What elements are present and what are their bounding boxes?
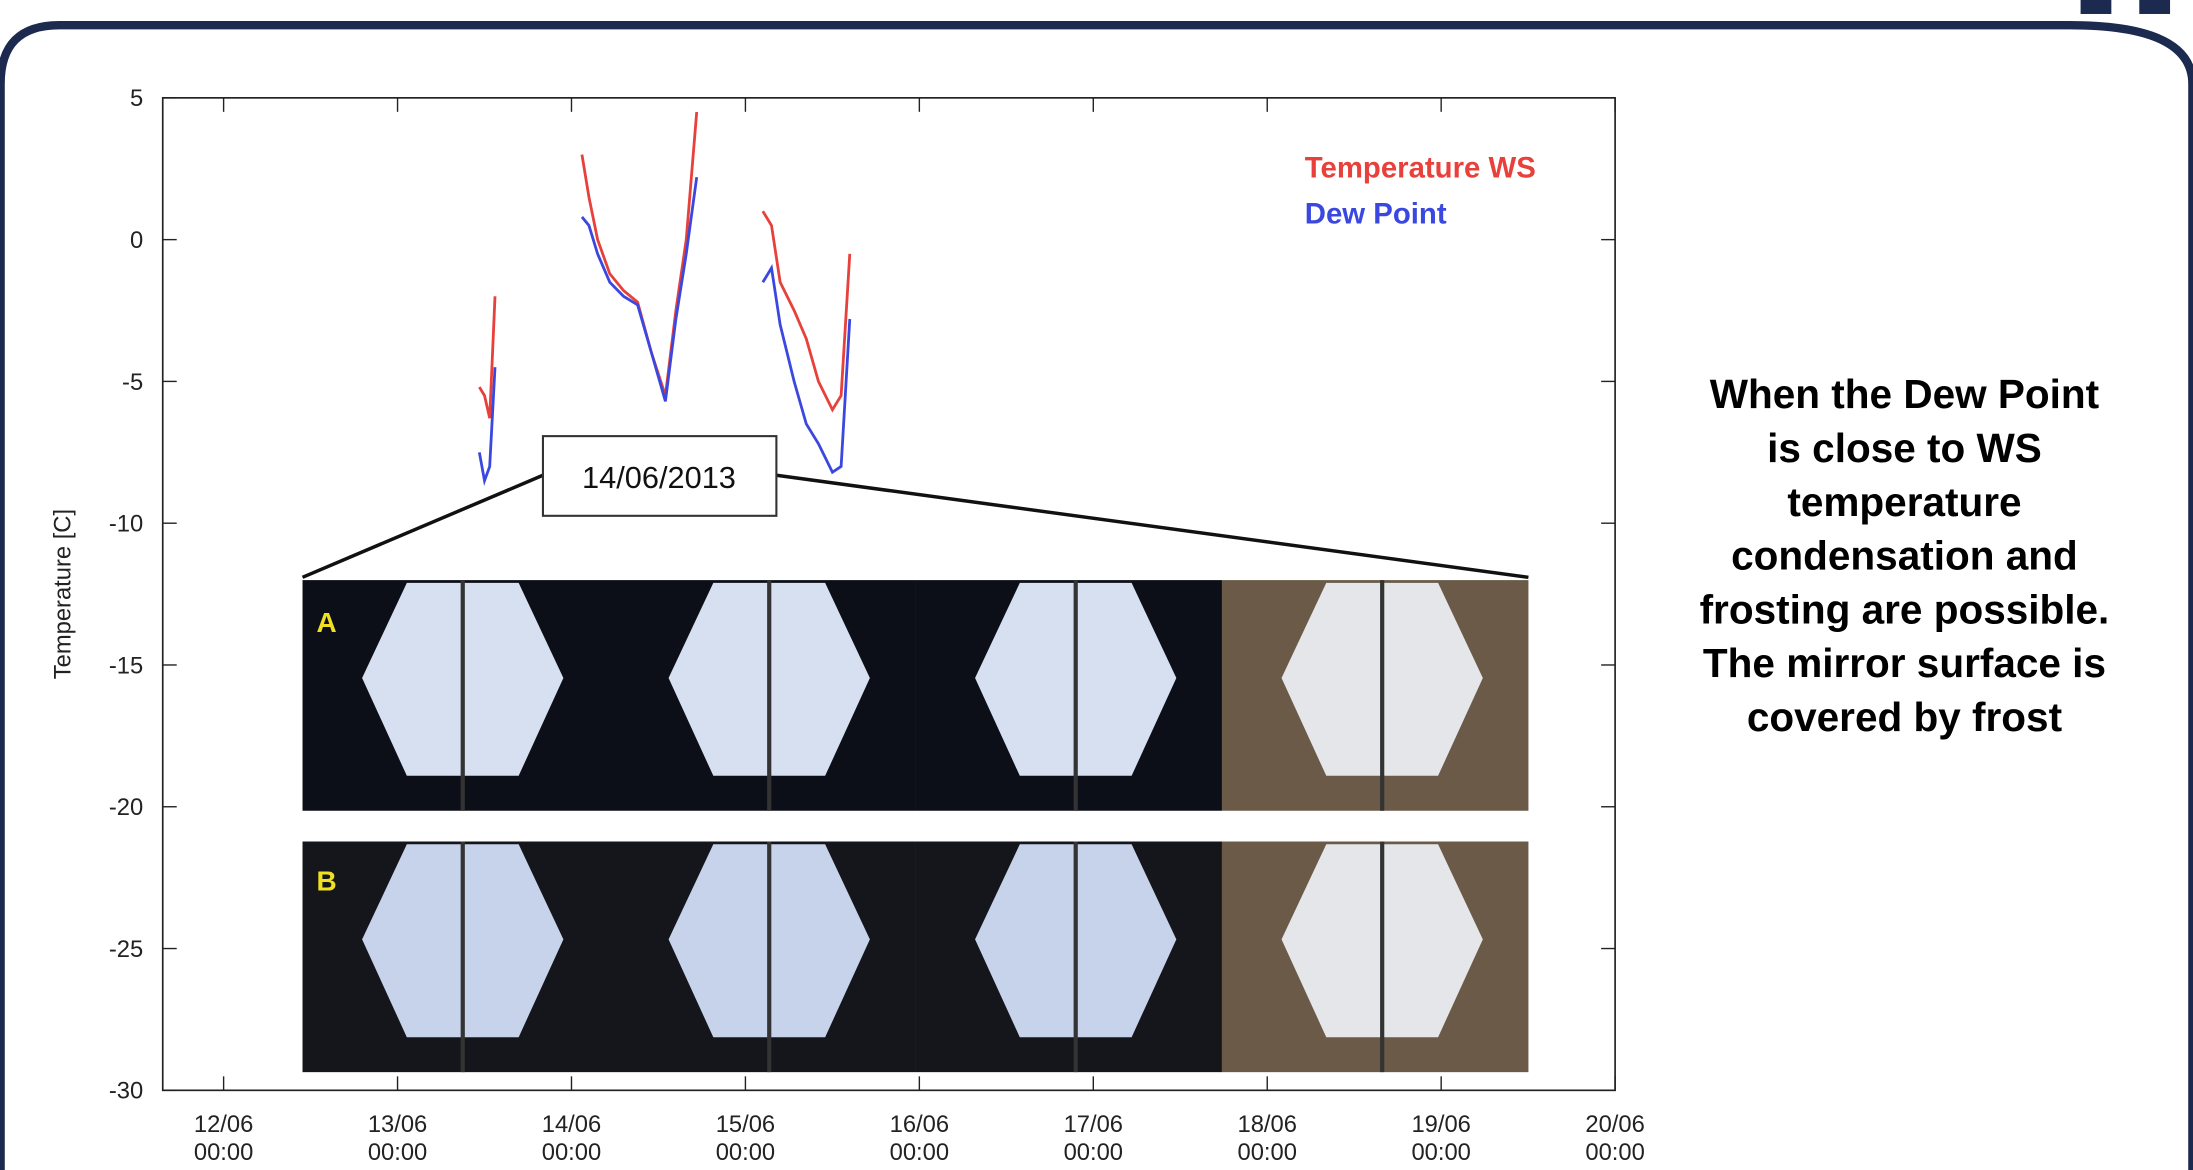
y-tick-label: -5	[122, 369, 143, 396]
side-note: temperature	[1787, 479, 2021, 525]
callout-line	[303, 475, 543, 577]
y-tick-label: 5	[130, 85, 143, 112]
y-tick-label: -30	[109, 1078, 143, 1105]
data-line	[479, 112, 849, 418]
side-note: condensation and	[1731, 533, 2078, 579]
photo-strip	[303, 580, 1529, 1072]
callout-line	[776, 475, 1528, 577]
y-tick-label: -20	[109, 794, 143, 821]
annotation: 14/06/2013	[582, 460, 736, 495]
y-tick-label: -10	[109, 511, 143, 538]
side-note: is close to WS	[1767, 425, 2042, 471]
panel-label: A	[316, 607, 336, 638]
decoration	[2139, 0, 2170, 14]
side-note: frosting are possible.	[1700, 586, 2110, 632]
y-tick-label: -15	[109, 652, 143, 679]
panel-label: B	[316, 865, 336, 896]
side-note: covered by frost	[1747, 694, 2062, 740]
chart: Temperature [C] 14/06/2013 A B -30 -25 -20 -1…	[0, 0, 2193, 1170]
y-axis-label: Temperature [C]	[49, 509, 76, 679]
y-tick-label: 0	[130, 227, 143, 254]
side-note: The mirror surface is	[1703, 640, 2106, 686]
legend-entry: Temperature WS	[1305, 152, 1536, 185]
y-tick-label: -25	[109, 936, 143, 963]
side-note: When the Dew Point	[1710, 371, 2099, 417]
legend-entry: Dew Point	[1305, 198, 1447, 231]
decoration	[2081, 0, 2112, 14]
